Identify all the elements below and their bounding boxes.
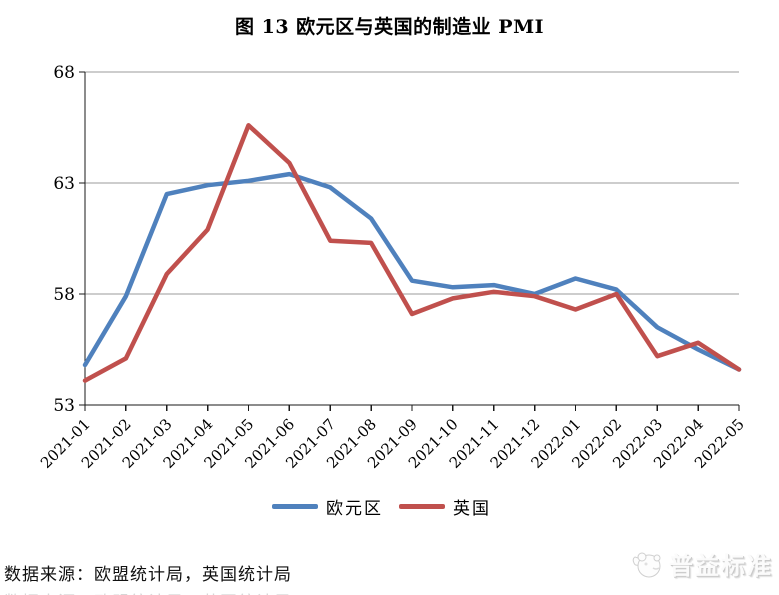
legend-swatch-uk: [399, 503, 445, 509]
chart-legend: 欧元区 英国: [0, 494, 779, 519]
svg-text:68: 68: [53, 63, 75, 83]
legend-label-uk: 英国: [453, 498, 491, 519]
legend-label-eurozone: 欧元区: [326, 498, 383, 519]
svg-text:53: 53: [53, 396, 75, 416]
brand-watermark: 普益标准: [631, 546, 773, 581]
svg-text:63: 63: [53, 174, 75, 194]
pmi-line-chart: 535863682021-012021-022021-032021-042021…: [37, 63, 748, 472]
legend-swatch-eurozone: [272, 503, 318, 509]
svg-text:58: 58: [53, 285, 75, 305]
chart-title: 图 13 欧元区与英国的制造业 PMI: [235, 16, 544, 38]
clipped-next-line: 数据来源：欧盟统计局，英国统计局: [4, 588, 292, 595]
data-source-note: 数据来源：欧盟统计局，英国统计局: [4, 565, 292, 585]
brand-watermark-text: 普益标准: [669, 551, 773, 580]
panda-logo-icon: [632, 552, 661, 577]
